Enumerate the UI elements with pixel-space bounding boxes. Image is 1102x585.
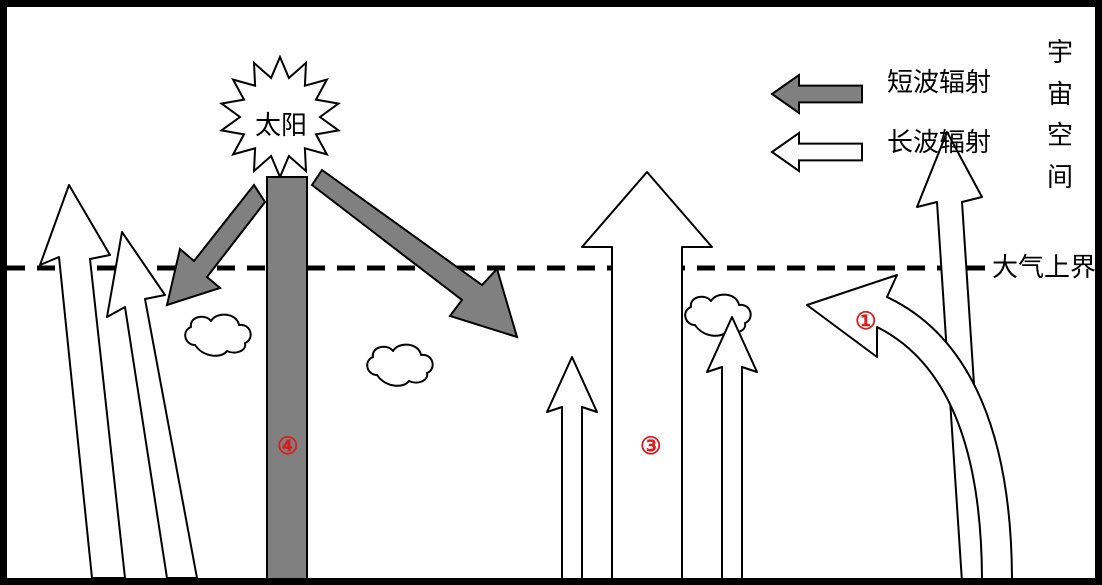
space-char-1: 宇 — [1047, 32, 1073, 74]
legend-longwave-label: 长波辐射 — [887, 122, 991, 159]
radiation-diagram: 太阳 短波辐射 长波辐射 大气上界 宇 宙 空 间 ① ③ ④ — [0, 0, 1102, 585]
outer-space-label: 宇 宙 空 间 — [1047, 32, 1073, 198]
space-char-2: 宙 — [1047, 74, 1073, 116]
marker-4: ④ — [277, 432, 299, 461]
legend-arrows — [772, 75, 862, 171]
sun-label: 太阳 — [255, 105, 307, 142]
legend-shortwave-label: 短波辐射 — [887, 62, 991, 99]
atmosphere-boundary-label: 大气上界 — [992, 247, 1096, 284]
marker-1: ① — [855, 307, 877, 336]
radiation-arrows — [40, 132, 1012, 578]
space-char-4: 间 — [1047, 157, 1073, 199]
space-char-3: 空 — [1047, 115, 1073, 157]
marker-3: ③ — [640, 432, 662, 461]
